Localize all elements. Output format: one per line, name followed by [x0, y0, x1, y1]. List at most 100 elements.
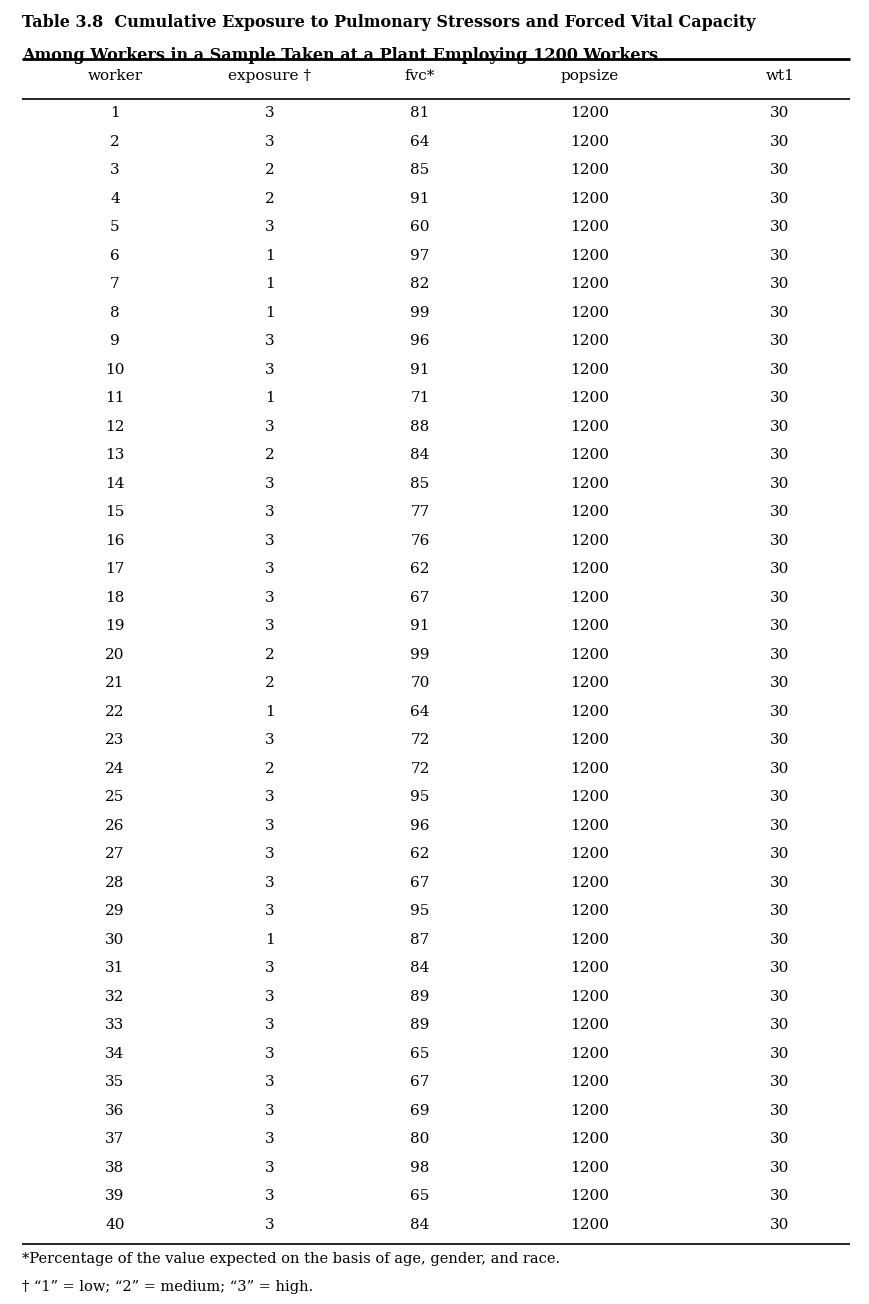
Text: 1200: 1200: [570, 990, 609, 1004]
Text: 30: 30: [769, 1132, 789, 1146]
Text: 1200: 1200: [570, 961, 609, 975]
Text: 91: 91: [410, 363, 429, 377]
Text: 30: 30: [769, 449, 789, 462]
Text: 84: 84: [410, 449, 429, 462]
Text: 1200: 1200: [570, 420, 609, 434]
Text: 3: 3: [265, 505, 275, 519]
Text: 19: 19: [105, 619, 124, 634]
Text: 30: 30: [769, 648, 789, 661]
Text: 30: 30: [769, 1018, 789, 1033]
Text: 3: 3: [265, 733, 275, 747]
Text: 3: 3: [265, 848, 275, 861]
Text: 30: 30: [769, 848, 789, 861]
Text: popsize: popsize: [561, 69, 619, 83]
Text: 12: 12: [105, 420, 124, 434]
Text: 87: 87: [410, 932, 429, 947]
Text: 30: 30: [769, 619, 789, 634]
Text: worker: worker: [88, 69, 143, 83]
Text: 96: 96: [410, 334, 429, 348]
Text: 81: 81: [410, 106, 429, 120]
Text: exposure †: exposure †: [229, 69, 311, 83]
Text: 2: 2: [265, 192, 275, 206]
Text: 3: 3: [265, 961, 275, 975]
Text: 1200: 1200: [570, 591, 609, 605]
Text: 3: 3: [110, 163, 120, 177]
Text: 21: 21: [105, 677, 124, 690]
Text: 98: 98: [410, 1161, 429, 1175]
Text: 37: 37: [105, 1132, 124, 1146]
Text: 1: 1: [265, 278, 275, 291]
Text: 1200: 1200: [570, 163, 609, 177]
Text: 30: 30: [769, 220, 789, 235]
Text: 72: 72: [410, 762, 429, 776]
Text: 2: 2: [265, 648, 275, 661]
Text: 30: 30: [769, 192, 789, 206]
Text: 84: 84: [410, 1218, 429, 1232]
Text: 17: 17: [105, 562, 124, 576]
Text: 69: 69: [410, 1103, 429, 1118]
Text: 24: 24: [105, 762, 124, 776]
Text: 30: 30: [769, 562, 789, 576]
Text: 40: 40: [105, 1218, 124, 1232]
Text: 30: 30: [769, 106, 789, 120]
Text: wt1: wt1: [765, 69, 793, 83]
Text: Table 3.8  Cumulative Exposure to Pulmonary Stressors and Forced Vital Capacity: Table 3.8 Cumulative Exposure to Pulmona…: [22, 14, 754, 31]
Text: 1: 1: [265, 704, 275, 719]
Text: 1200: 1200: [570, 1189, 609, 1204]
Text: 30: 30: [769, 391, 789, 406]
Text: 1200: 1200: [570, 1076, 609, 1089]
Text: 95: 95: [410, 904, 429, 918]
Text: 30: 30: [769, 733, 789, 747]
Text: 96: 96: [410, 819, 429, 833]
Text: 30: 30: [769, 163, 789, 177]
Text: 95: 95: [410, 790, 429, 805]
Text: 13: 13: [105, 449, 124, 462]
Text: 1: 1: [265, 932, 275, 947]
Text: 85: 85: [410, 477, 429, 490]
Text: 62: 62: [410, 848, 429, 861]
Text: 33: 33: [105, 1018, 124, 1033]
Text: 3: 3: [265, 876, 275, 889]
Text: 89: 89: [410, 990, 429, 1004]
Text: 88: 88: [410, 420, 429, 434]
Text: 3: 3: [265, 1132, 275, 1146]
Text: 1200: 1200: [570, 677, 609, 690]
Text: 1200: 1200: [570, 762, 609, 776]
Text: 38: 38: [105, 1161, 124, 1175]
Text: Among Workers in a Sample Taken at a Plant Employing 1200 Workers: Among Workers in a Sample Taken at a Pla…: [22, 47, 657, 64]
Text: 39: 39: [105, 1189, 124, 1204]
Text: 3: 3: [265, 1161, 275, 1175]
Text: 72: 72: [410, 733, 429, 747]
Text: 30: 30: [769, 932, 789, 947]
Text: 14: 14: [105, 477, 124, 490]
Text: 1200: 1200: [570, 1018, 609, 1033]
Text: 1: 1: [110, 106, 120, 120]
Text: 4: 4: [110, 192, 120, 206]
Text: 30: 30: [769, 134, 789, 149]
Text: 18: 18: [105, 591, 124, 605]
Text: 1200: 1200: [570, 704, 609, 719]
Text: 1200: 1200: [570, 819, 609, 833]
Text: 99: 99: [410, 305, 429, 319]
Text: 1200: 1200: [570, 192, 609, 206]
Text: 1200: 1200: [570, 848, 609, 861]
Text: 3: 3: [265, 619, 275, 634]
Text: 1200: 1200: [570, 904, 609, 918]
Text: 1200: 1200: [570, 278, 609, 291]
Text: 64: 64: [410, 704, 429, 719]
Text: 1200: 1200: [570, 1218, 609, 1232]
Text: 67: 67: [410, 876, 429, 889]
Text: 29: 29: [105, 904, 124, 918]
Text: 30: 30: [769, 961, 789, 975]
Text: 30: 30: [769, 249, 789, 262]
Text: 1: 1: [265, 249, 275, 262]
Text: 30: 30: [769, 990, 789, 1004]
Text: 71: 71: [410, 391, 429, 406]
Text: 1200: 1200: [570, 648, 609, 661]
Text: 3: 3: [265, 990, 275, 1004]
Text: 65: 65: [410, 1047, 429, 1060]
Text: 2: 2: [265, 163, 275, 177]
Text: 8: 8: [110, 305, 120, 319]
Text: 1200: 1200: [570, 562, 609, 576]
Text: 30: 30: [769, 904, 789, 918]
